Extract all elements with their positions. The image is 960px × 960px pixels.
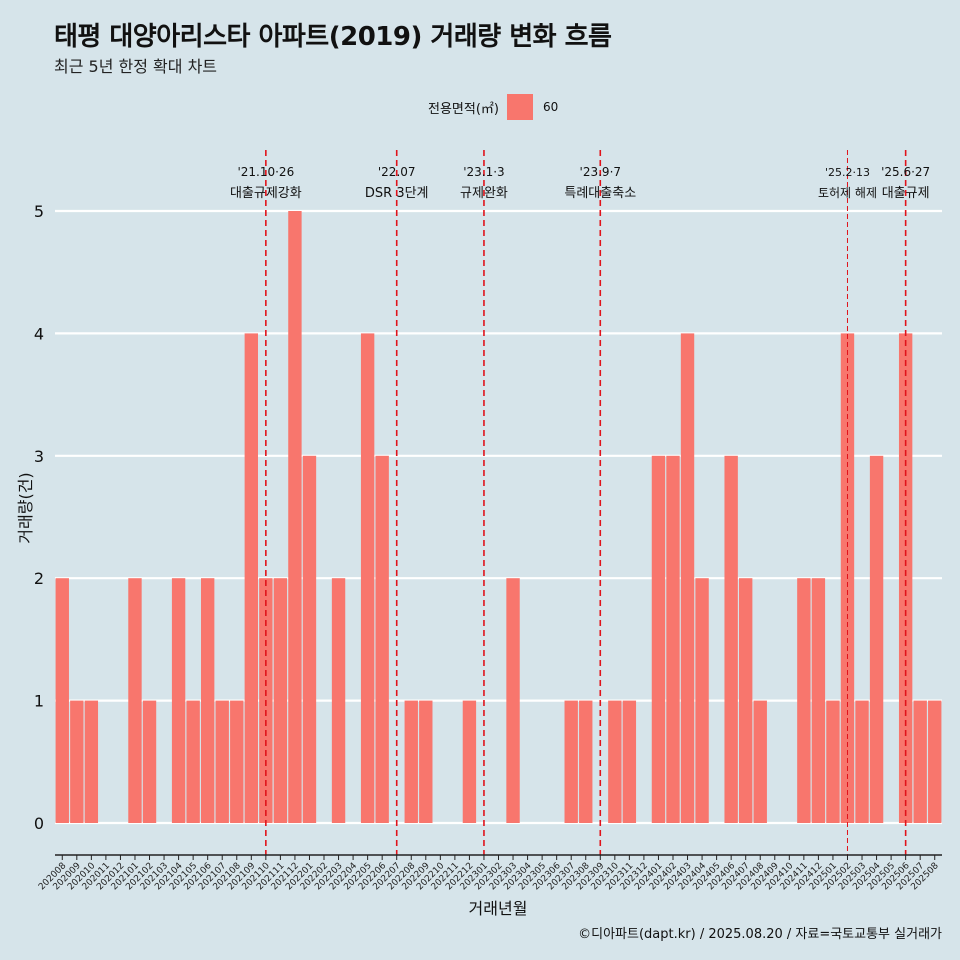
y-tick-label: 0 bbox=[34, 814, 44, 833]
bar-202412 bbox=[811, 578, 826, 823]
bar-202201 bbox=[302, 455, 317, 823]
event-date-label: '25.2·13 bbox=[825, 166, 870, 179]
event-name-label: 규제완화 bbox=[460, 186, 508, 201]
bar-202411 bbox=[797, 578, 811, 823]
y-tick-label: 1 bbox=[34, 692, 44, 711]
bar-202303 bbox=[506, 578, 520, 823]
bar-202307 bbox=[564, 700, 578, 823]
bar-202105 bbox=[186, 700, 200, 823]
bar-202402 bbox=[666, 455, 680, 823]
y-tick-label: 3 bbox=[34, 447, 44, 466]
event-name-label: 특례대출축소 bbox=[564, 186, 636, 201]
bar-202008 bbox=[55, 578, 69, 823]
bar-202108 bbox=[230, 700, 244, 823]
bar-202401 bbox=[651, 455, 666, 823]
bar-202106 bbox=[200, 578, 215, 823]
bar-202212 bbox=[462, 700, 477, 823]
y-axis-title: 거래량(건) bbox=[16, 472, 35, 543]
bar-202407 bbox=[739, 578, 753, 823]
bar-202010 bbox=[84, 700, 99, 823]
chart-subtitle: 최근 5년 한정 확대 차트 bbox=[54, 57, 218, 76]
legend-swatch bbox=[506, 94, 533, 120]
bar-202208 bbox=[404, 700, 418, 823]
legend: 전용면적(㎡) 60 bbox=[428, 94, 558, 120]
bar-202506 bbox=[898, 333, 913, 823]
bar-202504 bbox=[869, 455, 884, 823]
bar-202109 bbox=[244, 333, 258, 823]
bar-202310 bbox=[608, 700, 622, 823]
chart-title: 태평 대양아리스타 아파트(2019) 거래량 변화 흐름 bbox=[54, 22, 612, 52]
x-axis-title: 거래년월 bbox=[469, 899, 528, 918]
bar-202507 bbox=[913, 700, 927, 823]
bar-202501 bbox=[826, 700, 840, 823]
bar-202406 bbox=[724, 455, 738, 823]
bar-202205 bbox=[360, 333, 375, 823]
bar-202102 bbox=[142, 700, 157, 823]
bar-202308 bbox=[579, 700, 593, 823]
legend-item-label: 60 bbox=[542, 100, 559, 114]
bar-202101 bbox=[128, 578, 142, 823]
bar-202403 bbox=[680, 333, 695, 823]
bar-202107 bbox=[215, 700, 229, 823]
event-name-label: 대출규제강화 bbox=[230, 186, 302, 201]
bar-202508 bbox=[928, 700, 942, 823]
event-name-label: 토허제 해제 bbox=[818, 186, 877, 200]
y-tick-label: 5 bbox=[34, 202, 44, 221]
event-name-label: DSR 3단계 bbox=[365, 186, 429, 201]
bar-202503 bbox=[855, 700, 869, 823]
bar-202111 bbox=[273, 578, 288, 823]
bar-202009 bbox=[70, 700, 84, 823]
event-date-label: '22.07 bbox=[378, 165, 416, 179]
bar-202404 bbox=[695, 578, 709, 823]
event-date-label: '21.10·26 bbox=[237, 165, 294, 179]
bar-202104 bbox=[171, 578, 186, 823]
event-date-label: '25.6·27 bbox=[881, 165, 930, 179]
bar-202408 bbox=[753, 700, 767, 823]
bar-202311 bbox=[622, 700, 637, 823]
bar-202206 bbox=[375, 455, 389, 823]
bar-202112 bbox=[288, 211, 302, 823]
legend-title: 전용면적(㎡) bbox=[428, 101, 499, 117]
event-date-label: '23.1·3 bbox=[463, 165, 504, 179]
event-date-label: '23.9·7 bbox=[580, 165, 621, 179]
caption: ©디아파트(dapt.kr) / 2025.08.20 / 자료=국토교통부 실… bbox=[578, 927, 942, 942]
event-name-label: 대출규제 bbox=[882, 186, 930, 201]
y-tick-label: 4 bbox=[34, 324, 44, 343]
y-tick-label: 2 bbox=[34, 569, 44, 588]
bar-202209 bbox=[419, 700, 433, 823]
bar-202203 bbox=[331, 578, 346, 823]
